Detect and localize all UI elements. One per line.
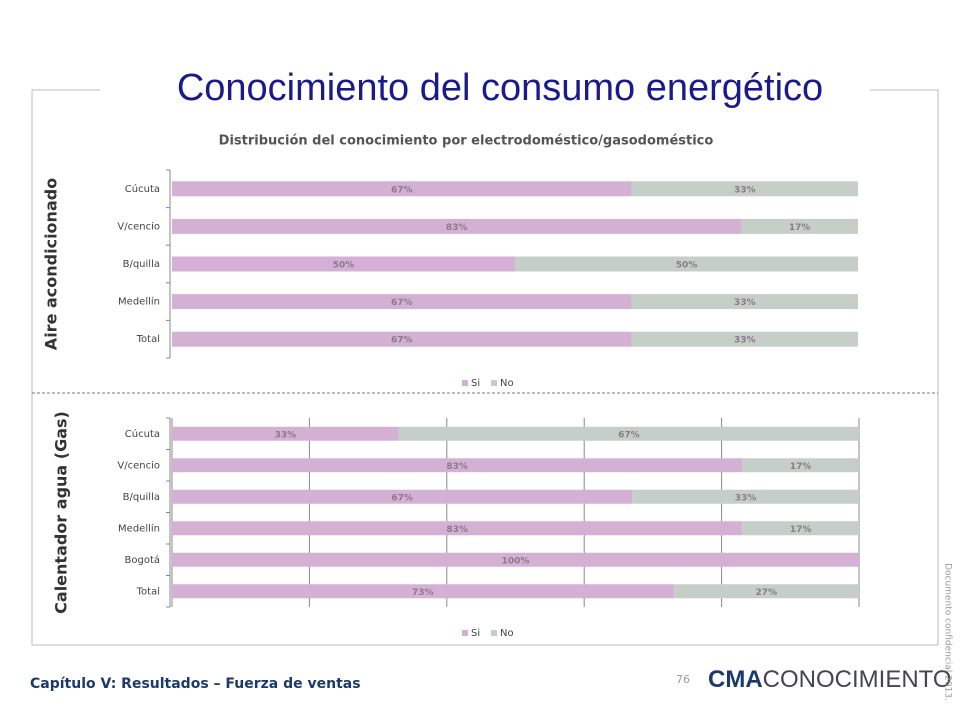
bar-segment — [673, 584, 859, 599]
bar-segment — [742, 521, 859, 536]
value-label: 33% — [735, 493, 757, 503]
bar-segment — [741, 218, 858, 234]
bar-segment — [172, 584, 674, 599]
category-label: Total — [136, 334, 160, 345]
value-label: 67% — [391, 336, 413, 346]
category-label: Cúcuta — [125, 183, 160, 195]
bar-segment — [172, 521, 743, 536]
value-label: 67% — [391, 298, 413, 308]
bar-segment — [172, 256, 515, 272]
category-label: B/quilla — [123, 259, 160, 270]
bar-segment — [172, 294, 632, 310]
bar-segment — [172, 181, 632, 197]
value-label: 17% — [790, 525, 812, 535]
value-label: 83% — [446, 525, 468, 535]
value-label: 67% — [618, 430, 640, 440]
logo-bold: CMA — [708, 666, 763, 693]
bar-segment — [172, 489, 633, 504]
footer: Capítulo V: Resultados – Fuerza de venta… — [30, 676, 361, 692]
category-label: Cúcuta — [125, 428, 160, 440]
category-label: Total — [136, 586, 160, 597]
value-label: 67% — [391, 185, 413, 195]
legend-swatch — [462, 380, 468, 386]
bar-segment — [515, 256, 858, 272]
value-label: 50% — [676, 261, 698, 271]
bar-segment — [632, 489, 859, 504]
value-label: 33% — [734, 298, 756, 308]
value-label: 73% — [412, 588, 434, 598]
legend-label: No — [500, 628, 514, 639]
bar-segment — [172, 552, 859, 567]
value-label: 33% — [734, 185, 756, 195]
legend-label: Si — [471, 628, 480, 639]
bar-segment — [742, 458, 859, 473]
value-label: 33% — [734, 336, 756, 346]
bar-segment — [172, 426, 399, 441]
logo: CMACONOCIMIENTO — [708, 666, 952, 693]
bar-segment — [398, 426, 859, 441]
page-number: 76 — [676, 673, 690, 686]
bar-segment — [172, 218, 742, 234]
legend-swatch — [462, 630, 468, 636]
bar-segment — [631, 294, 858, 310]
value-label: 33% — [275, 430, 297, 440]
bar-segment — [172, 458, 743, 473]
value-label: 17% — [789, 223, 811, 233]
category-label: B/quilla — [123, 492, 160, 503]
value-label: 27% — [755, 588, 777, 598]
value-label: 67% — [391, 493, 413, 503]
category-label: Medellín — [118, 522, 160, 534]
category-label: Medellín — [118, 296, 160, 308]
value-label: 100% — [502, 556, 530, 566]
category-label: V/cencio — [117, 221, 160, 232]
category-label: V/cencio — [117, 460, 160, 471]
category-label: Bogotá — [125, 554, 161, 566]
bar-segment — [172, 331, 632, 347]
chart-title: Distribución del conocimiento por electr… — [219, 134, 714, 149]
value-label: 83% — [446, 223, 468, 233]
legend-label: Si — [471, 378, 480, 389]
y-axis-label: Aire acondicionado — [42, 178, 61, 350]
bar-segment — [631, 181, 858, 197]
value-label: 17% — [790, 462, 812, 472]
legend-swatch — [491, 630, 497, 636]
legend-swatch — [491, 380, 497, 386]
legend-label: No — [500, 378, 514, 389]
value-label: 83% — [446, 462, 468, 472]
frame — [31, 89, 939, 646]
slide-title: Conocimiento del consumo energético — [177, 67, 823, 109]
logo-rest: CONOCIMIENTO — [763, 666, 952, 693]
value-label: 50% — [333, 261, 355, 271]
confidential: Documento confidencial 2013. — [943, 563, 953, 701]
y-axis-label: Calentador agua (Gas) — [52, 411, 71, 614]
bar-segment — [631, 331, 858, 347]
